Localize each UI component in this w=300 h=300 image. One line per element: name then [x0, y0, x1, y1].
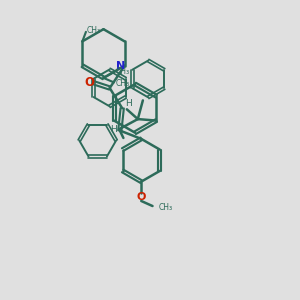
- Text: O: O: [84, 76, 94, 88]
- Text: CH₃: CH₃: [158, 203, 172, 212]
- Text: O: O: [136, 192, 146, 202]
- Text: CH₃: CH₃: [116, 79, 130, 88]
- Text: CH₃: CH₃: [87, 26, 101, 35]
- Text: H: H: [125, 99, 131, 108]
- Text: CH₃: CH₃: [116, 67, 130, 76]
- Text: N: N: [116, 61, 125, 71]
- Text: H: H: [110, 124, 117, 134]
